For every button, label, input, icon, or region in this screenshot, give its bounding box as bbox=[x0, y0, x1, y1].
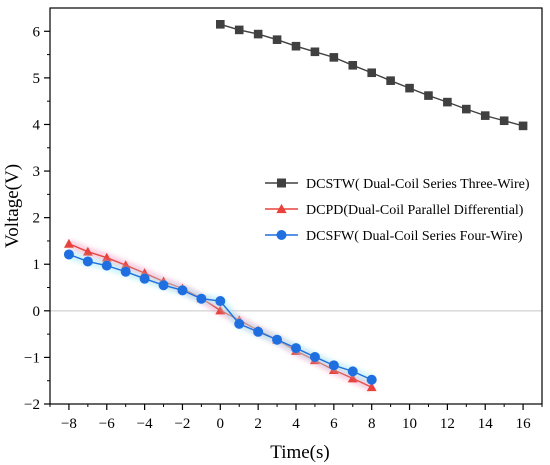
x-tick-label: 0 bbox=[217, 416, 225, 432]
x-tick-label: −6 bbox=[99, 416, 115, 432]
y-tick-label: −1 bbox=[24, 350, 40, 366]
data-point bbox=[139, 273, 150, 284]
legend-item: DCSFW( Dual-Coil Series Four-Wire) bbox=[265, 229, 523, 244]
x-tick-label: 6 bbox=[330, 416, 338, 432]
legend-marker bbox=[277, 178, 286, 188]
y-tick-label: 4 bbox=[33, 117, 41, 133]
data-point bbox=[215, 296, 226, 307]
data-point bbox=[82, 256, 93, 267]
data-point bbox=[443, 97, 452, 107]
data-point bbox=[215, 305, 226, 315]
data-point bbox=[329, 53, 339, 62]
data-point bbox=[63, 238, 74, 248]
legend-label: DCSFW( Dual-Coil Series Four-Wire) bbox=[306, 229, 523, 244]
data-point bbox=[253, 326, 264, 337]
x-tick-label: 2 bbox=[254, 416, 262, 432]
data-point bbox=[272, 35, 282, 44]
legend-marker bbox=[276, 203, 287, 214]
data-point bbox=[101, 252, 112, 262]
data-point bbox=[234, 25, 244, 35]
x-tick-label: 8 bbox=[368, 416, 376, 432]
y-tick-label: 5 bbox=[33, 71, 41, 87]
data-point bbox=[499, 116, 509, 126]
data-point bbox=[366, 374, 377, 385]
data-point bbox=[177, 285, 188, 296]
legend: DCSTW( Dual-Coil Series Three-Wire) DCPD(… bbox=[265, 177, 530, 244]
data-point bbox=[63, 249, 74, 260]
legend-item: DCSTW( Dual-Coil Series Three-Wire) bbox=[265, 177, 530, 192]
y-tick-label: 3 bbox=[33, 164, 41, 180]
y-tick-label: 6 bbox=[33, 24, 41, 40]
data-point bbox=[82, 246, 93, 256]
data-point bbox=[386, 76, 395, 85]
x-tick-label: −2 bbox=[174, 416, 190, 432]
data-point bbox=[518, 121, 528, 131]
series-1 bbox=[216, 20, 528, 131]
data-point bbox=[234, 318, 245, 329]
x-tick-label: 10 bbox=[402, 416, 417, 432]
data-point bbox=[367, 68, 376, 78]
data-point bbox=[216, 20, 225, 29]
y-tick-label: −2 bbox=[24, 397, 40, 413]
series-layer bbox=[63, 20, 528, 392]
data-point bbox=[405, 83, 414, 93]
x-axis-ticks: −8 −6 −4 −2 0 2 4 6 8 10 12 14 16 bbox=[49, 404, 543, 432]
x-tick-label: 12 bbox=[440, 416, 455, 432]
data-point bbox=[120, 266, 131, 277]
y-tick-label: 1 bbox=[33, 257, 41, 273]
y-axis-title: Voltage(V) bbox=[2, 164, 23, 248]
data-point bbox=[366, 382, 377, 392]
y-tick-label: 2 bbox=[33, 211, 41, 227]
x-tick-label: 4 bbox=[292, 416, 300, 432]
data-point bbox=[348, 61, 358, 70]
x-tick-label: −8 bbox=[61, 416, 77, 432]
y-axis-ticks: −2 −1 0 1 2 3 4 5 6 bbox=[24, 24, 50, 413]
y-tick-label: 0 bbox=[33, 304, 41, 320]
legend-label: DCPD(Dual-Coil Parallel Differential) bbox=[306, 203, 524, 218]
x-tick-label: −4 bbox=[137, 416, 153, 432]
x-tick-label: 14 bbox=[478, 416, 494, 432]
legend-item: DCPD(Dual-Coil Parallel Differential) bbox=[265, 203, 524, 218]
data-point bbox=[101, 260, 112, 271]
x-axis-title: Time(s) bbox=[270, 442, 329, 463]
data-point bbox=[253, 29, 263, 39]
data-point bbox=[196, 293, 207, 304]
data-point bbox=[309, 351, 320, 362]
data-point bbox=[480, 111, 490, 120]
data-point bbox=[272, 334, 283, 345]
plot-area bbox=[50, 8, 542, 404]
data-point bbox=[424, 91, 433, 100]
legend-label: DCSTW( Dual-Coil Series Three-Wire) bbox=[306, 177, 530, 192]
data-point bbox=[291, 343, 301, 354]
data-point bbox=[347, 373, 358, 383]
data-point bbox=[310, 47, 320, 57]
data-point bbox=[158, 280, 169, 291]
series-3 bbox=[63, 249, 377, 385]
data-point bbox=[291, 41, 301, 51]
data-point bbox=[328, 360, 339, 371]
data-point bbox=[462, 104, 471, 114]
legend-marker bbox=[276, 230, 287, 240]
x-tick-label: 16 bbox=[516, 416, 532, 432]
data-point bbox=[347, 366, 358, 377]
